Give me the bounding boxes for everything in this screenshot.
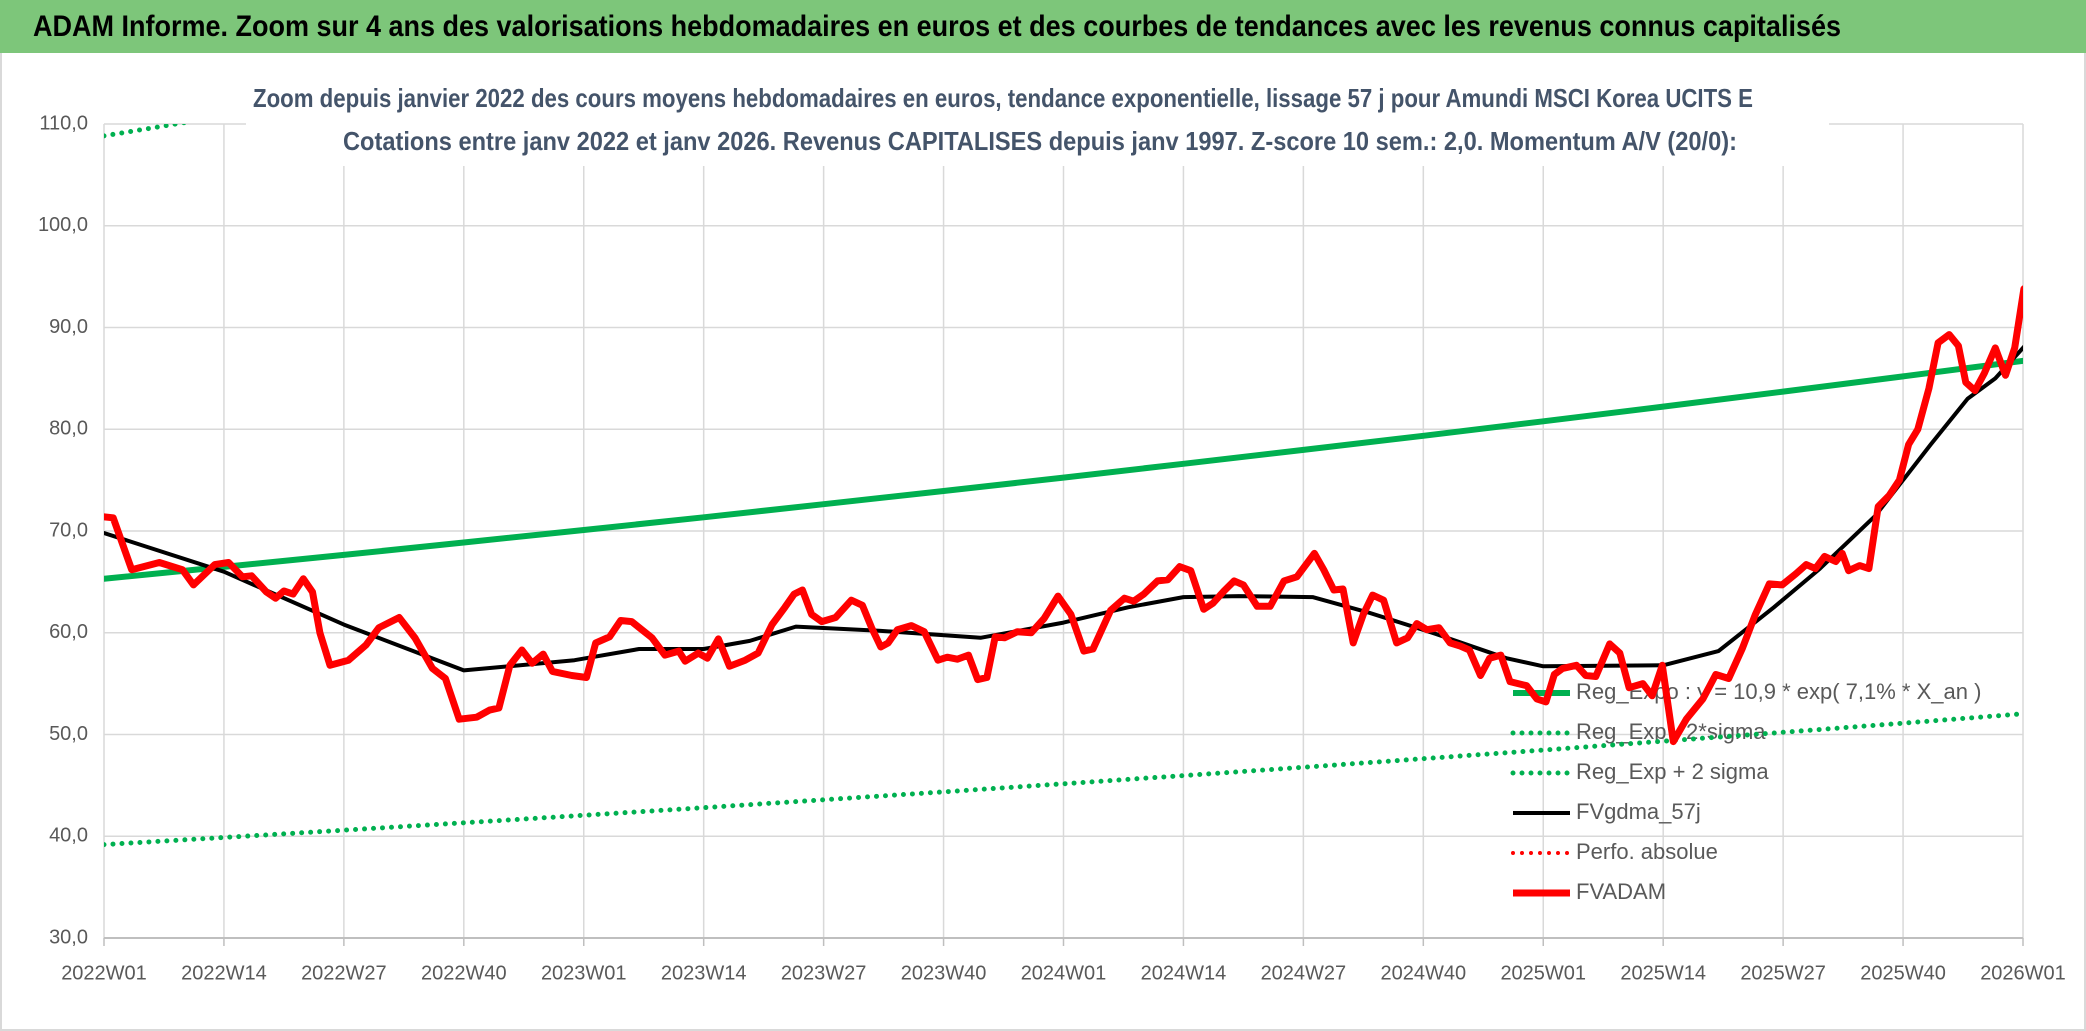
x-tick-label: 2024W01 <box>1021 962 1107 984</box>
x-tick-label: 2022W01 <box>61 962 147 984</box>
y-tick-label: 60,0 <box>49 621 88 643</box>
x-tick-label: 2023W01 <box>541 962 627 984</box>
x-tick-label: 2022W27 <box>301 962 387 984</box>
y-tick-label: 40,0 <box>49 825 88 847</box>
y-tick-label: 30,0 <box>49 926 88 948</box>
x-tick-label: 2025W27 <box>1740 962 1826 984</box>
x-tick-label: 2022W14 <box>181 962 267 984</box>
legend-label: FVgdma_57j <box>1576 799 1701 824</box>
y-tick-label: 90,0 <box>49 316 88 338</box>
x-tick-label: 2025W14 <box>1620 962 1706 984</box>
x-tick-label: 2022W40 <box>421 962 507 984</box>
legend-label: Perfo. absolue <box>1576 839 1718 864</box>
x-tick-label: 2023W14 <box>661 962 747 984</box>
legend-label: FVADAM <box>1576 879 1666 904</box>
x-tick-label: 2024W40 <box>1381 962 1467 984</box>
chart-subtitle: Cotations entre janv 2022 et janv 2026. … <box>343 126 1737 156</box>
x-tick-label: 2025W40 <box>1860 962 1946 984</box>
x-tick-label: 2024W14 <box>1141 962 1227 984</box>
y-tick-label: 80,0 <box>49 418 88 440</box>
x-tick-label: 2026W01 <box>1980 962 2066 984</box>
x-tick-label: 2023W40 <box>901 962 987 984</box>
x-tick-label: 2024W27 <box>1261 962 1347 984</box>
y-tick-label: 110,0 <box>39 112 88 134</box>
y-tick-label: 100,0 <box>38 214 88 236</box>
legend-label: Reg_Exp + 2 sigma <box>1576 759 1769 784</box>
series-line <box>104 344 2023 673</box>
header-title: ADAM Informe. Zoom sur 4 ans des valoris… <box>33 10 1841 43</box>
header-bar <box>0 0 2086 53</box>
series-line <box>104 285 2023 746</box>
y-tick-label: 70,0 <box>49 519 88 541</box>
y-tick-label: 50,0 <box>49 723 88 745</box>
title-background <box>246 80 1829 166</box>
x-tick-label: 2023W27 <box>781 962 867 984</box>
chart-title: Zoom depuis janvier 2022 des cours moyen… <box>253 83 1753 113</box>
series-line <box>104 711 2023 848</box>
series-line <box>104 357 2023 582</box>
plot-area: 30,0 40,0 50,0 60,0 70,0 80,0 90,0 100,0 110,0 20… <box>38 112 2066 984</box>
x-tick-label: 2025W01 <box>1500 962 1586 984</box>
